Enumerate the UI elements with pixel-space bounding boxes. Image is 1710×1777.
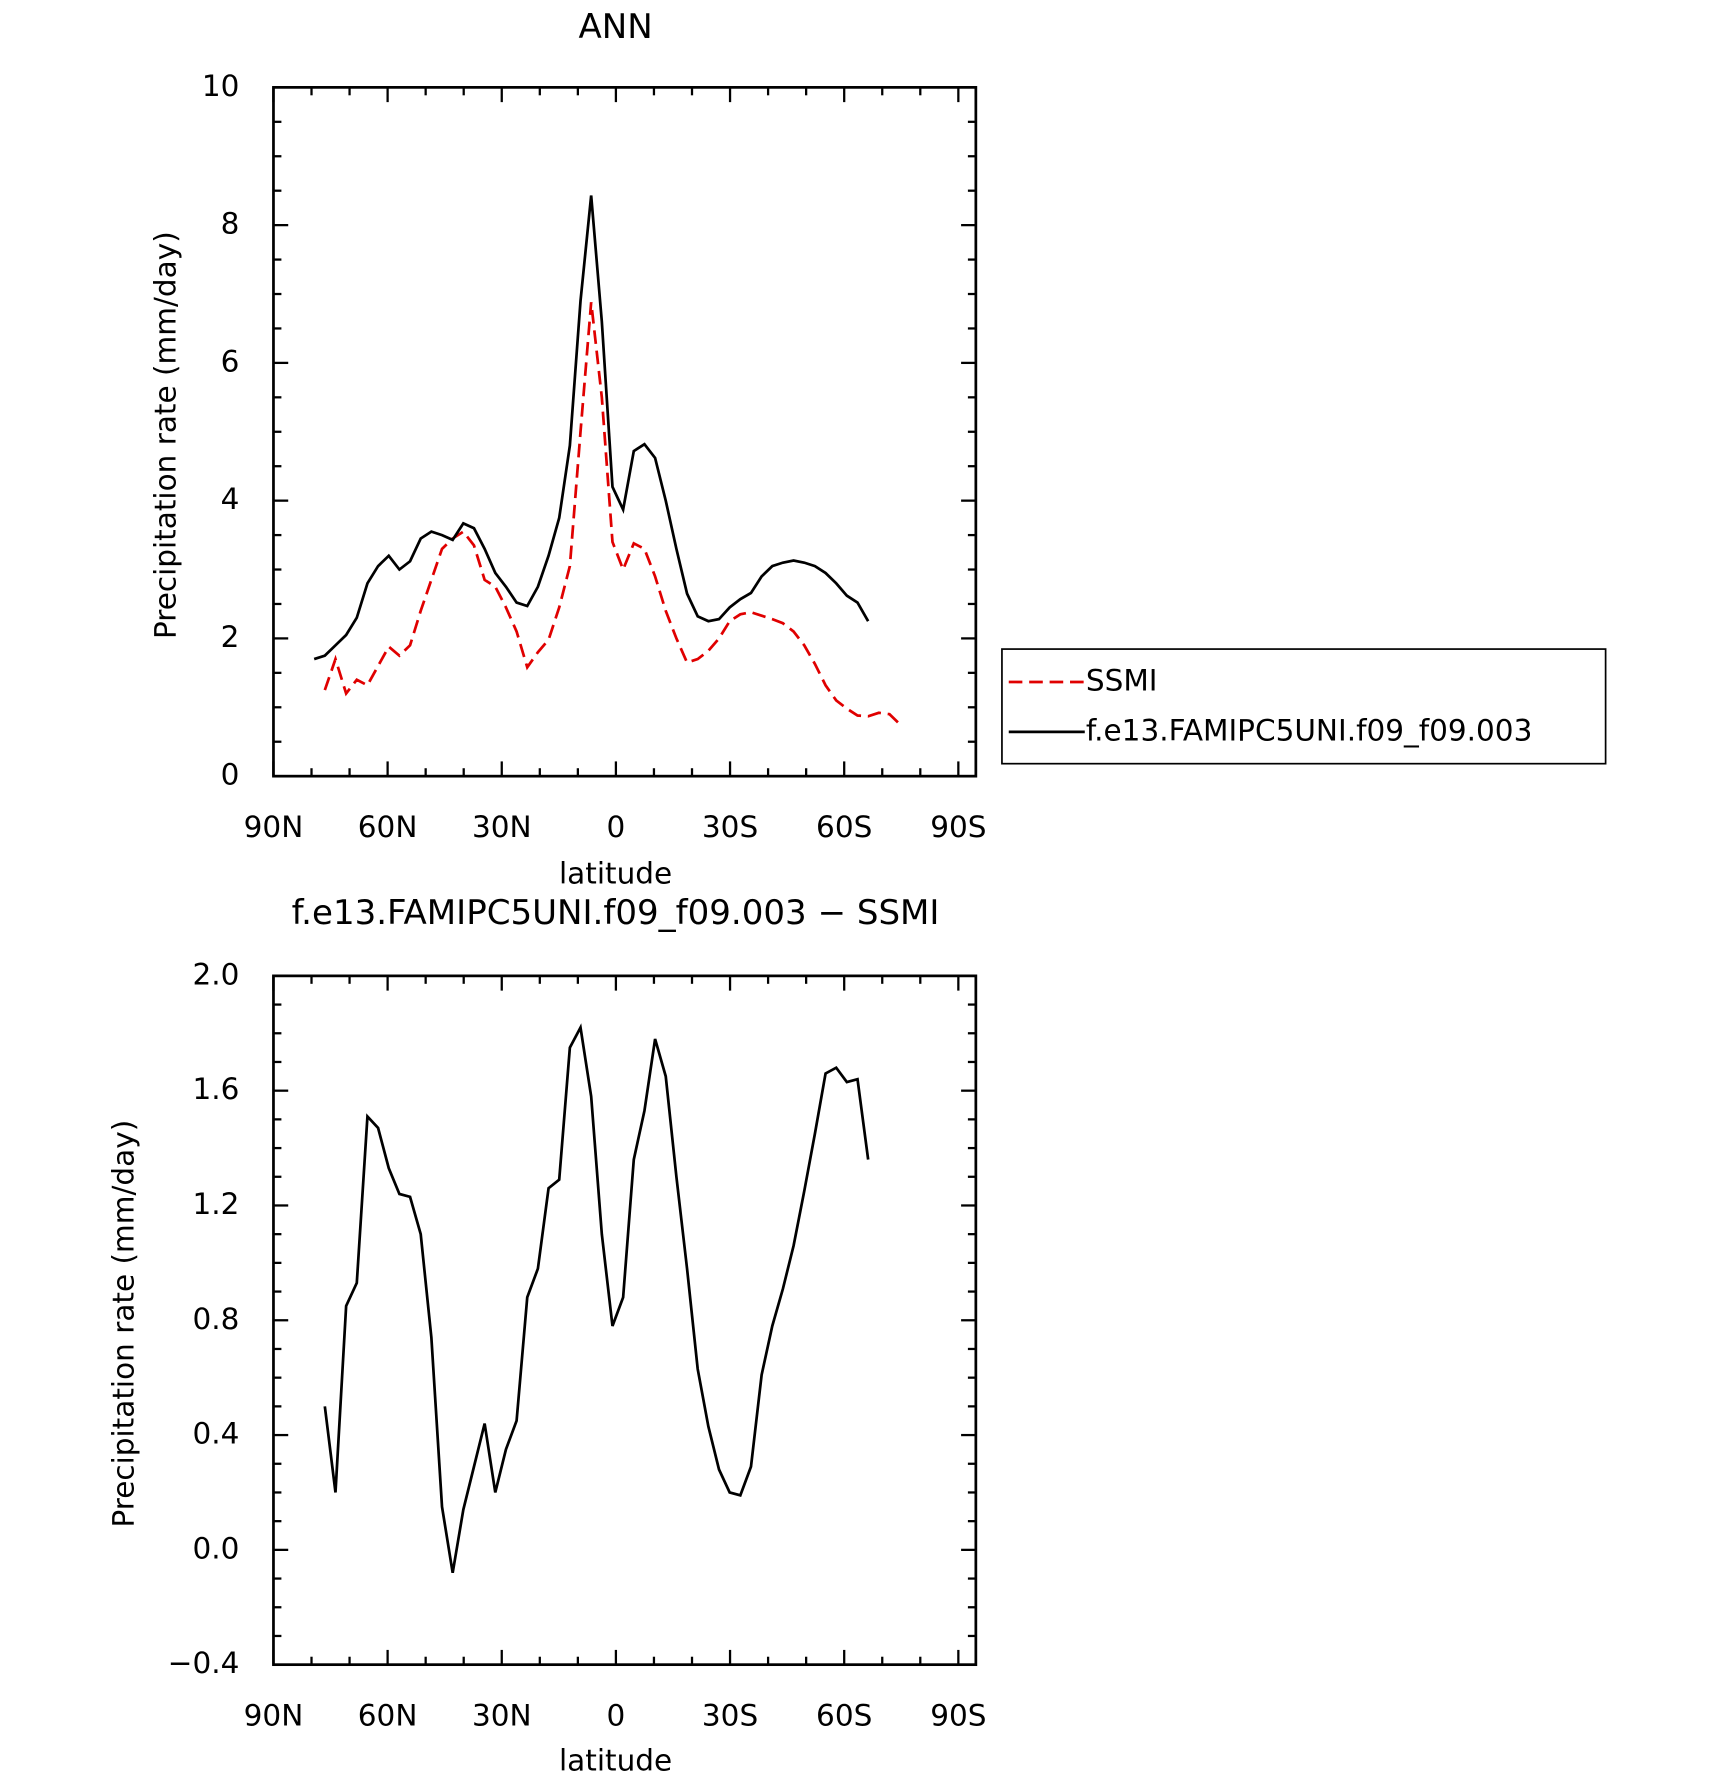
y-tick-label: 0.0: [193, 1531, 240, 1565]
y-tick-label: 1.6: [193, 1072, 240, 1106]
chart-title: f.e13.FAMIPC5UNI.f09_f09.003 − SSMI: [292, 893, 940, 933]
y-tick-label: 4: [221, 482, 240, 516]
x-tick-label: 0: [607, 810, 626, 844]
y-tick-label: 2.0: [193, 957, 240, 991]
legend-box: [1001, 648, 1607, 765]
y-tick-label: 2: [221, 620, 240, 654]
y-tick-label: 1.2: [193, 1187, 240, 1221]
x-tick-label: 90S: [930, 810, 986, 844]
x-tick-label: 30N: [472, 1698, 532, 1732]
y-tick-label: 0.4: [193, 1417, 240, 1451]
legend-label: SSMI: [1086, 663, 1158, 697]
plot-frame: [272, 86, 978, 778]
x-axis-label: latitude: [559, 1744, 672, 1777]
x-tick-label: 90N: [244, 1698, 304, 1732]
y-tick-label: 6: [221, 344, 240, 378]
x-tick-label: 90N: [244, 810, 304, 844]
y-tick-label: −0.4: [168, 1646, 240, 1680]
x-axis-label: latitude: [559, 856, 672, 890]
y-axis-label: Precipitation rate (mm/day): [106, 1120, 140, 1528]
plot-frame: [272, 974, 978, 1667]
x-tick-label: 30S: [702, 1698, 758, 1732]
legend-label: f.e13.FAMIPC5UNI.f09_f09.003: [1086, 713, 1532, 747]
chart-title: ANN: [578, 7, 652, 47]
x-tick-label: 90S: [930, 1698, 986, 1732]
x-tick-label: 0: [607, 1698, 626, 1732]
x-tick-label: 60S: [816, 810, 872, 844]
y-axis-label: Precipitation rate (mm/day): [148, 231, 182, 639]
data-line: [323, 302, 902, 726]
y-tick-label: 0.8: [193, 1302, 240, 1336]
x-tick-label: 60S: [816, 1698, 872, 1732]
x-tick-label: 60N: [358, 1698, 418, 1732]
y-tick-label: 10: [202, 69, 240, 103]
x-tick-label: 30N: [472, 810, 532, 844]
y-tick-label: 0: [221, 758, 240, 792]
y-tick-label: 8: [221, 207, 240, 241]
x-tick-label: 30S: [702, 810, 758, 844]
data-line: [313, 195, 870, 661]
x-tick-label: 60N: [358, 810, 418, 844]
data-line: [323, 1023, 870, 1574]
